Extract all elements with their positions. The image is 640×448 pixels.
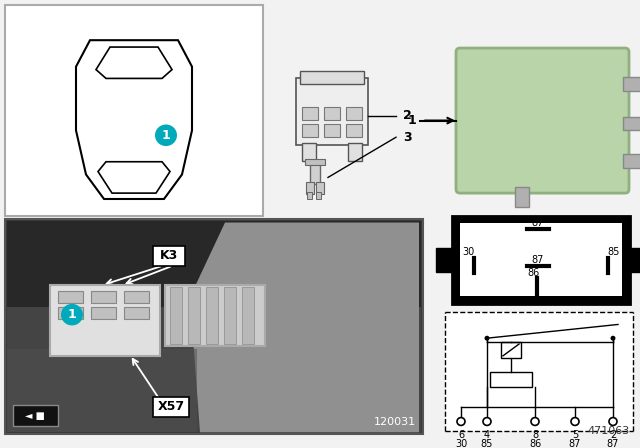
Circle shape [609,418,617,426]
Bar [206,287,218,344]
Bar [124,291,149,303]
Bar [302,143,316,161]
Bar [623,154,640,168]
Bar [153,397,189,417]
Bar [302,125,318,137]
Text: K3: K3 [160,250,178,263]
Bar [623,116,640,130]
Bar [300,71,364,84]
Bar [501,342,521,358]
Bar [124,307,149,319]
Bar [170,287,182,344]
Bar [153,246,185,266]
Bar [316,192,321,199]
Circle shape [61,304,83,325]
Text: 4: 4 [484,430,490,440]
Text: 2: 2 [403,109,412,122]
Text: 85: 85 [481,439,493,448]
Bar [436,248,454,271]
Text: 1: 1 [162,129,170,142]
Bar [348,143,362,161]
Bar [224,287,236,344]
Bar [50,285,160,356]
Bar [7,220,421,432]
Text: 120031: 120031 [374,418,416,427]
Text: 471063: 471063 [588,426,630,436]
Bar [13,405,58,426]
Text: ◄ ■: ◄ ■ [25,411,45,421]
Text: 85: 85 [608,247,620,257]
Bar [445,312,633,431]
Text: 8: 8 [532,430,538,440]
Bar [515,187,529,207]
Text: 87: 87 [532,255,544,265]
Bar [346,125,362,137]
Text: 87: 87 [532,219,544,228]
Text: 1: 1 [68,308,76,321]
Bar [5,219,423,434]
Bar [188,287,200,344]
Bar [91,291,116,303]
Text: 6: 6 [458,430,464,440]
Circle shape [484,336,490,340]
Text: 30: 30 [462,247,474,257]
Text: 3: 3 [403,131,412,144]
Bar [58,307,83,319]
FancyBboxPatch shape [456,48,629,193]
Bar [623,78,640,91]
Bar [242,287,254,344]
Text: 5: 5 [572,430,578,440]
Bar [316,182,324,194]
Text: 87: 87 [569,439,581,448]
Bar [91,307,116,319]
Bar [306,182,314,194]
Bar [452,215,630,304]
Circle shape [457,418,465,426]
Bar [346,107,362,120]
Circle shape [611,336,616,340]
Bar [296,78,368,145]
Text: 86: 86 [529,439,541,448]
Bar [5,5,263,215]
Polygon shape [190,223,419,432]
Bar [307,192,312,199]
Bar [310,163,320,184]
Text: X57: X57 [157,401,184,414]
Circle shape [531,418,539,426]
Bar [305,159,325,165]
Bar [7,220,421,307]
Bar [7,349,197,432]
Bar [302,107,318,120]
Bar [460,224,622,296]
Text: 86: 86 [527,267,539,277]
Bar [58,291,83,303]
Text: 30: 30 [455,439,467,448]
Circle shape [155,125,177,146]
Bar [490,371,532,387]
Bar [324,107,340,120]
Text: 87: 87 [607,439,619,448]
Circle shape [571,418,579,426]
Bar [628,248,640,271]
Text: 2: 2 [610,430,616,440]
Bar [324,125,340,137]
Bar [165,285,265,346]
Circle shape [483,418,491,426]
Text: 1: 1 [408,114,417,127]
